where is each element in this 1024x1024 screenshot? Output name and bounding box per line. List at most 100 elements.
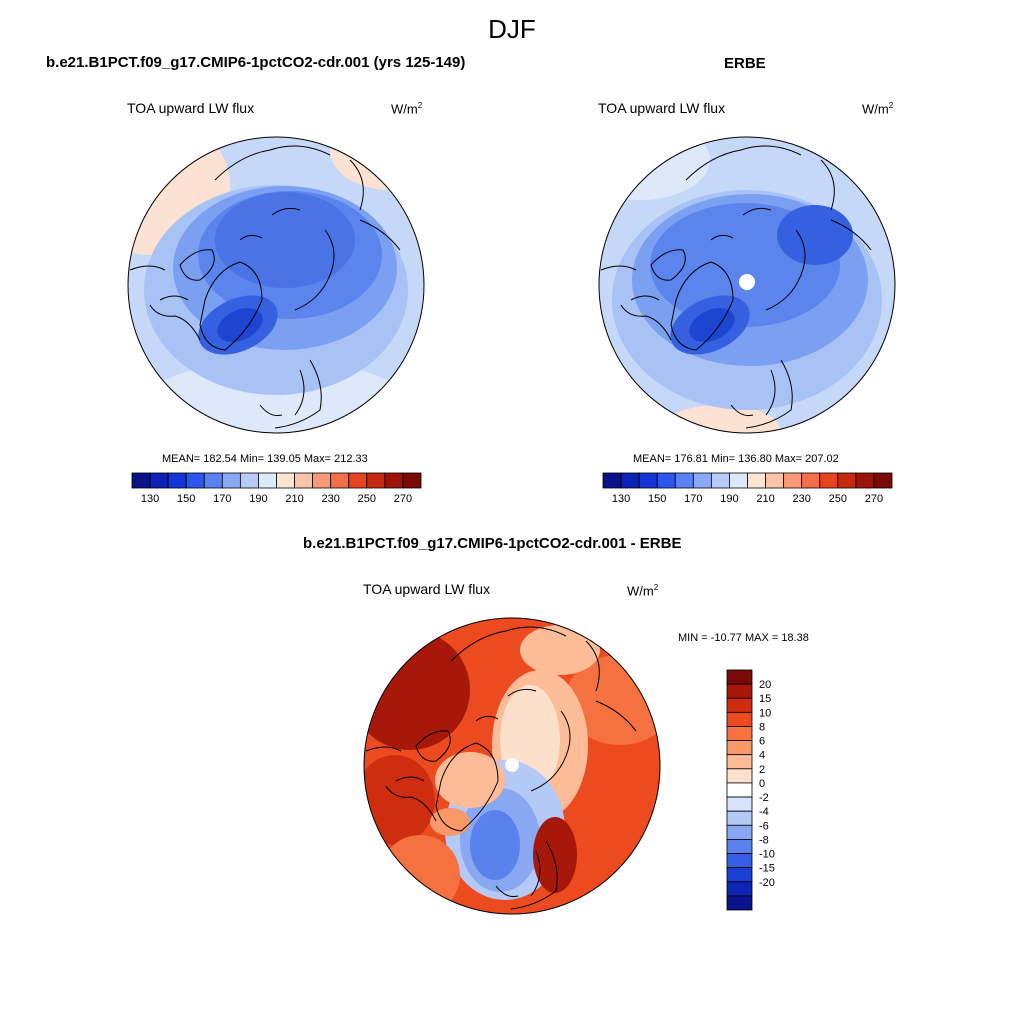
- panel-2-colorbar-tick-label: 250: [829, 493, 847, 505]
- panel-1-stats: MEAN= 182.54 Min= 139.05 Max= 212.33: [162, 453, 368, 465]
- panel-1-polar-map: [127, 136, 425, 434]
- panel-1-colorbar: 130 150 170 190 210 230 250 270: [131, 472, 422, 505]
- panel-3-colorbar-swatch: [726, 853, 753, 869]
- panel-3-colorbar-tick-label: -2: [759, 792, 769, 804]
- panel-2-colorbar-swatch: [747, 472, 766, 489]
- panel-2-colorbar-swatch: [837, 472, 857, 489]
- panel-3-colorbar-swatch: [726, 683, 753, 699]
- panel-2-colorbar-swatch: [674, 472, 694, 489]
- panel-3-colorbar-swatch: [726, 782, 753, 798]
- panel-3-colorbar-swatch: [726, 824, 753, 840]
- panel-3-colorbar-tick-label: 4: [759, 750, 765, 762]
- panel-1-colorbar-tick-label: 130: [141, 493, 159, 505]
- panel-1-colorbar-swatch: [348, 472, 368, 489]
- panel-2-colorbar-tick-label: 150: [648, 493, 666, 505]
- panel-3-colorbar-tick-label: -8: [759, 834, 769, 846]
- figure-title: DJF: [488, 14, 536, 44]
- panel-3-colorbar-tick-label: 8: [759, 721, 765, 733]
- panel-2-variable-label: TOA upward LW flux: [598, 100, 726, 116]
- panel-3-colorbar-tick-label: 10: [759, 707, 771, 719]
- panel-2-colorbar-tick-label: 190: [720, 493, 738, 505]
- panel-2-colorbar-swatch: [765, 472, 785, 489]
- panel-3-stats: MIN = -10.77 MAX = 18.38: [678, 632, 809, 644]
- panel-2-title: ERBE: [724, 55, 766, 72]
- panel-1-colorbar-swatch: [312, 472, 332, 489]
- panel-3-units: W/m2: [627, 583, 659, 599]
- panel-3-colorbar-swatch: [726, 754, 753, 770]
- panel-1-colorbar-swatch: [149, 472, 169, 489]
- panel-1-title: b.e21.B1PCT.f09_g17.CMIP6-1pctCO2-cdr.00…: [46, 54, 466, 71]
- panel-2-colorbar-tick-label: 270: [865, 493, 883, 505]
- panel-2-colorbar-swatch: [638, 472, 658, 489]
- panel-1-colorbar-swatch: [167, 472, 187, 489]
- panel-2-colorbar-swatch: [855, 472, 875, 489]
- panel-1-colorbar-swatch: [239, 472, 259, 489]
- panel-2-units: W/m2: [862, 101, 894, 117]
- panel-2-colorbar-tick-label: 230: [793, 493, 811, 505]
- panel-1-colorbar-swatch: [330, 472, 350, 489]
- panel-2-colorbar: 130 150 170 190 210 230 250 270: [602, 472, 893, 505]
- panel-3-colorbar-swatch: [726, 895, 753, 911]
- panel-1-colorbar-tick-label: 210: [285, 493, 303, 505]
- panel-3-colorbar-tick-label: 2: [759, 764, 765, 776]
- panel-3-colorbar-swatch: [726, 768, 753, 784]
- panel-1-colorbar-swatch: [185, 472, 205, 489]
- panel-3-colorbar-swatch: [726, 881, 753, 897]
- panel-3-colorbar-swatch: [726, 697, 753, 713]
- panel-3-colorbar-swatch: [726, 796, 753, 812]
- panel-1-colorbar-tick-label: 190: [249, 493, 267, 505]
- panel-3-colorbar-swatch: [726, 726, 753, 741]
- panel-3-polar-map: [363, 617, 661, 915]
- panel-3-colorbar-tick-label: 6: [759, 736, 765, 748]
- panel-2-colorbar-swatch: [873, 472, 893, 489]
- panel-2-stats: MEAN= 176.81 Min= 136.80 Max= 207.02: [633, 453, 839, 465]
- panel-3-colorbar-swatch: [726, 669, 753, 685]
- panel-3-colorbar-swatch: [726, 839, 753, 854]
- panel-1-colorbar-swatch: [258, 472, 277, 489]
- panel-1-colorbar-tick-label: 150: [177, 493, 195, 505]
- panel-2-colorbar-swatch: [692, 472, 712, 489]
- panel-3-colorbar-tick-label: 20: [759, 679, 771, 691]
- panel-1-colorbar-tick-label: 270: [394, 493, 412, 505]
- panel-1-colorbar-swatch: [366, 472, 386, 489]
- panel-1-colorbar-swatch: [221, 472, 241, 489]
- panel-3-colorbar-swatch: [726, 810, 753, 826]
- panel-1-colorbar-tick-label: 230: [322, 493, 340, 505]
- panel-2-colorbar-swatch: [620, 472, 640, 489]
- panel-2-polar-map: [598, 136, 896, 434]
- panel-2-colorbar-swatch: [729, 472, 748, 489]
- panel-1-variable-label: TOA upward LW flux: [127, 100, 255, 116]
- panel-3-colorbar-tick-label: -6: [759, 820, 769, 832]
- panel-3-colorbar-tick-label: -10: [759, 849, 775, 861]
- panel-2-colorbar-swatch: [783, 472, 803, 489]
- panel-2-colorbar-swatch: [602, 472, 622, 489]
- panel-1-colorbar-swatch: [294, 472, 314, 489]
- panel-3-title: b.e21.B1PCT.f09_g17.CMIP6-1pctCO2-cdr.00…: [303, 535, 682, 552]
- panel-3-colorbar-tick-label: 0: [759, 778, 765, 790]
- panel-1-colorbar-swatch: [402, 472, 422, 489]
- panel-2-colorbar-tick-label: 170: [684, 493, 702, 505]
- panel-1-colorbar-swatch: [131, 472, 151, 489]
- panel-3-pole-mask: [505, 758, 519, 772]
- panel-3-colorbar-tick-label: -15: [759, 863, 775, 875]
- panel-1-colorbar-swatch: [276, 472, 295, 489]
- panel-3-variable-label: TOA upward LW flux: [363, 581, 491, 597]
- panel-3-colorbar-tick-label: -20: [759, 877, 775, 889]
- panel-2-colorbar-tick-label: 130: [612, 493, 630, 505]
- panel-2-pole-mask: [739, 274, 755, 290]
- panel-1-colorbar-swatch: [203, 472, 223, 489]
- panel-1-units: W/m2: [391, 101, 423, 117]
- panel-3-colorbar-swatch: [726, 740, 753, 756]
- panel-3-colorbar-tick-label: -4: [759, 806, 769, 818]
- panel-2-colorbar-tick-label: 210: [756, 493, 774, 505]
- panel-1-colorbar-swatch: [384, 472, 404, 489]
- panel-3-colorbar-swatch: [726, 711, 753, 727]
- panel-2-colorbar-swatch: [710, 472, 730, 489]
- panel-1-colorbar-tick-label: 170: [213, 493, 231, 505]
- panel-2-colorbar-swatch: [656, 472, 676, 489]
- panel-3-colorbar-tick-label: 15: [759, 693, 771, 705]
- panel-3-colorbar-swatch: [726, 867, 753, 883]
- panel-2-colorbar-swatch: [819, 472, 839, 489]
